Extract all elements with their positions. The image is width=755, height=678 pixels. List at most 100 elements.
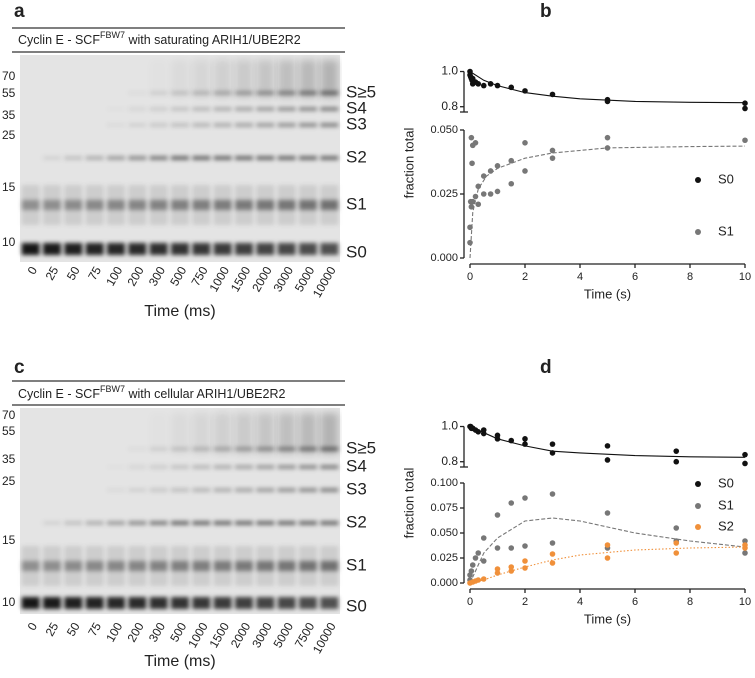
gel-smear <box>299 185 317 225</box>
x-tick-label: 4 <box>577 596 583 608</box>
gel-band <box>256 243 275 255</box>
gel-band <box>149 243 168 255</box>
gel-smear <box>171 413 189 454</box>
gel-smear <box>150 60 168 98</box>
gel-band <box>213 107 232 111</box>
gel-band <box>256 488 275 492</box>
lane-label: 10000 <box>310 620 339 656</box>
data-point <box>549 450 556 456</box>
data-point <box>549 155 556 161</box>
gel-band <box>128 107 147 111</box>
data-point <box>508 568 515 574</box>
x-tick-label: 8 <box>687 596 693 608</box>
data-point <box>522 565 528 571</box>
y-axis-label: fraction total <box>401 467 416 538</box>
gel-smear <box>128 546 147 586</box>
data-point <box>742 137 748 144</box>
gel-band <box>235 597 253 609</box>
gel-band <box>128 465 147 469</box>
gel-band <box>320 521 339 525</box>
species-label: S3 <box>346 114 367 133</box>
species-label: S2 <box>346 512 367 531</box>
marker-label: 70 <box>2 408 16 422</box>
title-part: with cellular ARIH1/UBE2R2 <box>125 387 286 401</box>
y-tick-label: 0.8 <box>441 99 458 113</box>
gel-band <box>128 243 147 255</box>
gel-band <box>192 597 211 609</box>
gel-band <box>256 107 275 111</box>
x-tick-label: 0 <box>467 596 473 608</box>
data-point <box>494 566 501 572</box>
data-point <box>475 550 482 556</box>
data-point <box>472 140 479 146</box>
lane-label: 25 <box>43 264 62 283</box>
gel-band <box>277 488 296 492</box>
gel-smear <box>235 546 253 586</box>
data-point <box>475 81 482 87</box>
gel-smear <box>171 546 189 586</box>
gel-band <box>192 123 211 127</box>
gel-band <box>277 465 296 469</box>
panel-letter: d <box>540 357 552 378</box>
gel-smear <box>21 546 40 586</box>
marker-label: 35 <box>2 108 16 122</box>
gel-band <box>320 243 339 255</box>
y-tick-label: 0.050 <box>430 527 458 539</box>
title-part: Cyclin E - SCF <box>18 33 100 47</box>
data-point <box>604 457 611 463</box>
data-point <box>742 460 748 467</box>
x-tick-label: 4 <box>577 271 583 283</box>
gel-smear <box>277 60 296 98</box>
gel-band <box>128 123 147 127</box>
data-point <box>549 551 556 557</box>
gel-band <box>235 123 253 127</box>
lane-label: 75 <box>85 620 104 639</box>
y-tick-label: 0.050 <box>430 124 458 136</box>
gel-band <box>171 488 189 492</box>
data-point <box>494 432 501 439</box>
gel-smear <box>256 60 275 98</box>
gel-smear <box>85 546 104 586</box>
lane-label: 300 <box>146 620 168 645</box>
gel-band <box>299 123 317 127</box>
gel-band <box>85 597 104 609</box>
data-point <box>549 491 556 497</box>
gel-band <box>128 521 147 525</box>
legend-label: S1 <box>718 223 734 238</box>
gel-smear <box>256 546 275 586</box>
data-point <box>508 564 515 570</box>
marker-label: 25 <box>2 474 16 488</box>
gel-band <box>192 156 211 160</box>
gel-smear <box>299 413 317 454</box>
data-point <box>673 458 680 465</box>
gel-band <box>107 123 125 127</box>
gel-band <box>43 521 61 525</box>
fit-curve <box>469 145 746 259</box>
y-tick-label: 0.8 <box>441 454 458 468</box>
gel-smear <box>64 185 83 225</box>
gel-smear <box>299 546 317 586</box>
gel-band <box>107 243 125 255</box>
data-point <box>742 538 748 544</box>
x-tick-label: 2 <box>522 271 528 283</box>
data-point <box>472 193 479 200</box>
gel-band <box>107 488 125 492</box>
fit-curve <box>469 517 746 584</box>
gel-smear <box>256 413 275 454</box>
gel-band <box>235 521 253 525</box>
data-point <box>469 160 475 167</box>
species-label: S4 <box>346 456 367 475</box>
gel-band <box>299 107 317 111</box>
y-tick-label: 0.100 <box>430 477 458 489</box>
gel-smear <box>150 413 168 454</box>
data-point <box>673 448 680 454</box>
panel-letter: a <box>14 1 25 22</box>
lane-label: 500 <box>167 264 189 289</box>
data-point <box>522 88 528 94</box>
data-point <box>494 188 501 195</box>
gel-band <box>192 107 211 111</box>
lane-label: 50 <box>64 264 83 283</box>
data-point <box>673 525 680 531</box>
data-point <box>469 198 476 205</box>
